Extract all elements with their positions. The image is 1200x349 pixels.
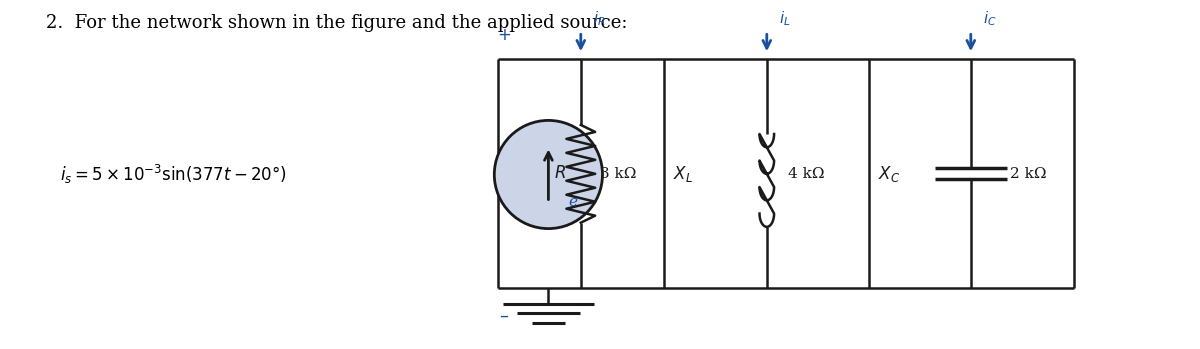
Text: 3 kΩ: 3 kΩ xyxy=(600,167,636,181)
Text: $X_L$: $X_L$ xyxy=(673,164,694,184)
Text: +: + xyxy=(497,25,511,44)
Text: $i_s = 5 \times 10^{-3} \sin(377t - 20°)$: $i_s = 5 \times 10^{-3} \sin(377t - 20°)… xyxy=(60,163,287,186)
Text: e: e xyxy=(569,195,578,209)
Text: $i_R$: $i_R$ xyxy=(593,9,606,28)
Ellipse shape xyxy=(494,120,602,229)
Text: 2.  For the network shown in the figure and the applied source:: 2. For the network shown in the figure a… xyxy=(46,14,628,32)
Text: $i_C$: $i_C$ xyxy=(983,9,996,28)
Text: $i_L$: $i_L$ xyxy=(779,9,791,28)
Text: $R$: $R$ xyxy=(554,165,566,182)
Text: 2 kΩ: 2 kΩ xyxy=(1010,167,1046,181)
Text: $X_C$: $X_C$ xyxy=(878,164,900,184)
Text: 4 kΩ: 4 kΩ xyxy=(788,167,824,181)
Text: –: – xyxy=(499,307,509,325)
